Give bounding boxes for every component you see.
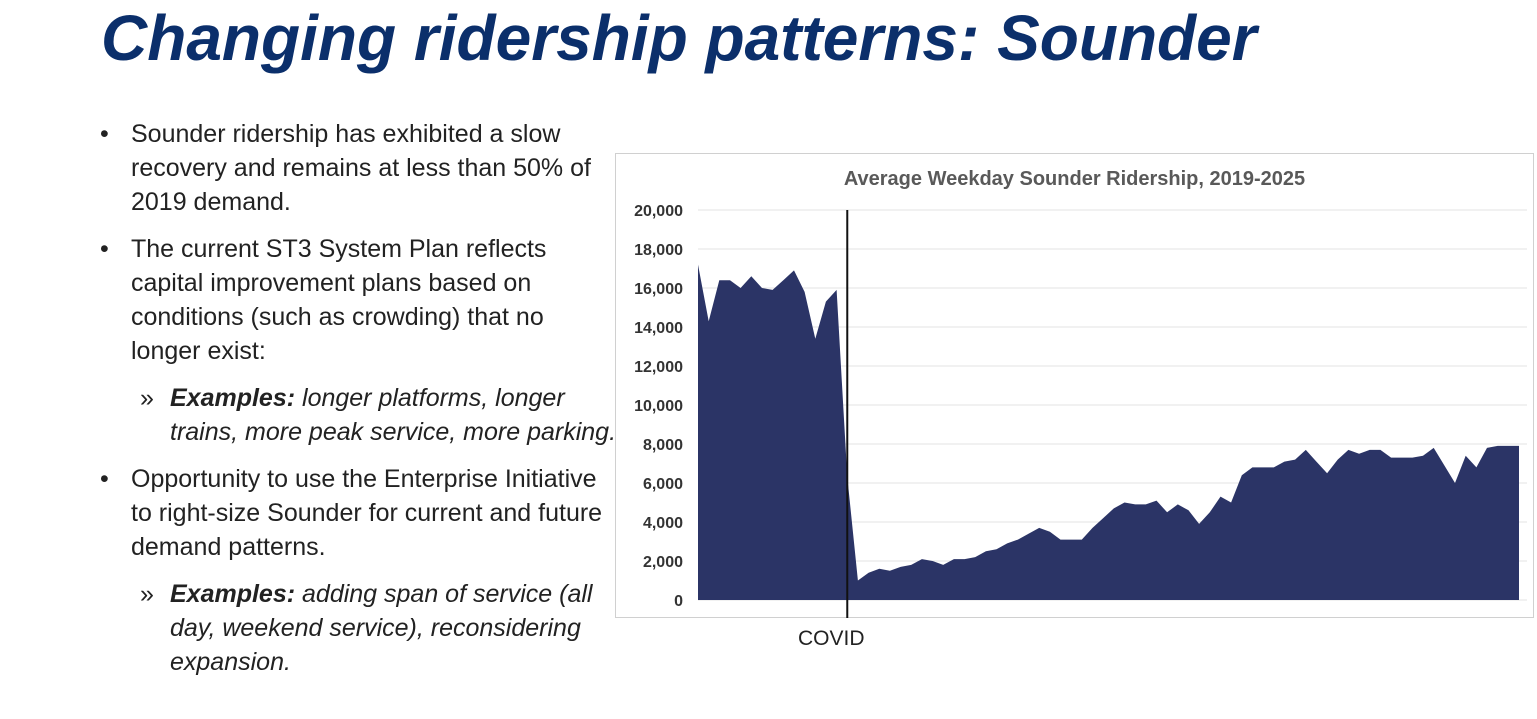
examples-text: longer platforms, longer trains, more pe… bbox=[170, 384, 617, 446]
y-tick-label: 4,000 bbox=[643, 515, 683, 532]
bullet-marker: • bbox=[100, 235, 109, 263]
bullet-text: Sounder ridership has exhibited a slow r… bbox=[131, 120, 591, 216]
y-tick-label: 14,000 bbox=[634, 320, 683, 337]
y-tick-label: 20,000 bbox=[634, 203, 683, 220]
sub-bullet-examples-st3: » Examples: longer platforms, longer tra… bbox=[100, 381, 620, 449]
bullet-text: Opportunity to use the Enterprise Initia… bbox=[131, 465, 603, 561]
sub-bullet-examples-enterprise: » Examples: adding span of service (all … bbox=[100, 577, 620, 679]
y-tick-label: 8,000 bbox=[643, 437, 683, 454]
examples-label: Examples: bbox=[170, 384, 296, 412]
examples-text: adding span of service (all day, weekend… bbox=[170, 580, 593, 676]
covid-label: COVID bbox=[798, 627, 865, 650]
bullet-list: • Sounder ridership has exhibited a slow… bbox=[100, 117, 620, 679]
slide-title: Changing ridership patterns: Sounder bbox=[101, 2, 1257, 74]
y-tick-label: 16,000 bbox=[634, 281, 683, 298]
y-axis-ticks: 0 2,000 4,000 6,000 8,000 10,000 12,000 14,000 1… bbox=[634, 203, 683, 610]
examples-label: Examples: bbox=[170, 580, 296, 608]
sub-bullet-marker: » bbox=[140, 580, 154, 608]
chart-title: Average Weekday Sounder Ridership, 2019-… bbox=[843, 168, 1306, 190]
ridership-chart: 0 2,000 4,000 6,000 8,000 10,000 12,000 14,000 1… bbox=[634, 203, 1527, 618]
y-tick-label: 10,000 bbox=[634, 398, 683, 415]
y-tick-label: 0 bbox=[674, 593, 683, 610]
y-tick-label: 6,000 bbox=[643, 476, 683, 493]
bullet-text: The current ST3 System Plan reflects cap… bbox=[131, 235, 547, 365]
bullet-marker: • bbox=[100, 120, 109, 148]
bullet-enterprise-initiative: • Opportunity to use the Enterprise Init… bbox=[100, 462, 620, 564]
ridership-area bbox=[698, 264, 1519, 600]
y-tick-label: 2,000 bbox=[643, 554, 683, 571]
bullet-ridership-recovery: • Sounder ridership has exhibited a slow… bbox=[100, 117, 620, 219]
sub-bullet-marker: » bbox=[140, 384, 154, 412]
y-tick-label: 18,000 bbox=[634, 242, 683, 259]
bullet-st3-plan: • The current ST3 System Plan reflects c… bbox=[100, 232, 620, 368]
y-tick-label: 12,000 bbox=[634, 359, 683, 376]
bullet-marker: • bbox=[100, 465, 109, 493]
